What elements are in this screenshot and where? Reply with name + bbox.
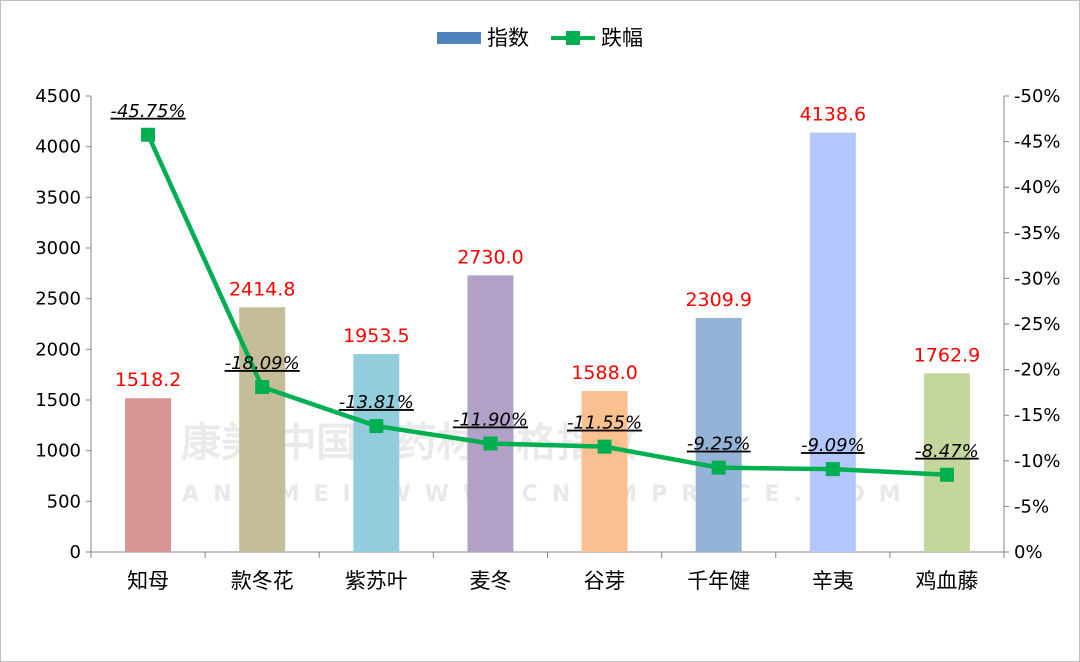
legend-swatch-bar — [437, 32, 481, 44]
bar — [125, 398, 172, 552]
bar-value-label: 1953.5 — [343, 325, 409, 347]
bar — [467, 275, 514, 552]
y-right-tick-label: -30% — [1014, 268, 1061, 289]
y-right-tick-label: 0% — [1014, 542, 1043, 563]
y-right-tick-label: -35% — [1014, 223, 1061, 244]
line-point — [141, 127, 156, 142]
bar-value-label: 1762.9 — [914, 344, 980, 366]
line-point — [711, 460, 726, 475]
line-value-label: -11.55% — [567, 413, 642, 434]
y-left-tick-label: 3000 — [35, 238, 81, 259]
y-left-tick-label: 500 — [47, 491, 81, 512]
legend-label-bar: 指数 — [487, 26, 529, 50]
y-left-tick-label: 4500 — [35, 86, 81, 107]
line-point — [369, 419, 384, 434]
line-value-label: -13.81% — [339, 392, 414, 413]
bar — [695, 317, 742, 552]
bar-value-label: 1518.2 — [115, 369, 181, 391]
bar — [581, 391, 628, 552]
bar-value-label: 2414.8 — [229, 278, 295, 300]
line-series — [141, 127, 954, 482]
y-left-tick-label: 0 — [70, 542, 81, 563]
x-tick-label: 辛夷 — [812, 569, 854, 593]
legend: 指数 跌幅 — [437, 26, 643, 50]
line-point — [255, 380, 270, 395]
bar-value-label: 2309.9 — [685, 289, 751, 311]
bar-series — [125, 132, 970, 552]
bar — [809, 132, 856, 552]
line-path — [146, 133, 948, 478]
y-right-tick-label: -10% — [1014, 451, 1061, 472]
line-point — [825, 462, 840, 477]
x-tick-label: 款冬花 — [231, 569, 294, 593]
y-right-tick-label: -15% — [1014, 405, 1061, 426]
line-value-label: -9.09% — [801, 435, 865, 456]
bar-value-label: 2730.0 — [457, 246, 523, 268]
line-value-label: -45.75% — [110, 101, 185, 122]
bar-value-label: 4138.6 — [800, 104, 866, 126]
bar — [239, 307, 286, 552]
x-tick-label: 麦冬 — [469, 569, 511, 593]
y-right-tick-label: -5% — [1014, 496, 1049, 517]
x-tick-label: 千年健 — [687, 569, 750, 593]
line-value-label: -8.47% — [915, 441, 979, 462]
y-right-tick-label: -25% — [1014, 314, 1061, 335]
line-value-label: -11.90% — [453, 409, 528, 430]
line-value-label: -18.09% — [225, 353, 300, 374]
y-left-tick-label: 4000 — [35, 137, 81, 158]
line-point — [939, 467, 954, 482]
y-right-tick-label: -50% — [1014, 86, 1061, 107]
x-tick-label: 紫苏叶 — [345, 569, 408, 593]
bar-value-label: 1588.0 — [571, 362, 637, 384]
legend-swatch-marker — [566, 31, 580, 45]
y-right-tick-label: -40% — [1014, 177, 1061, 198]
x-tick-label: 知母 — [127, 569, 169, 593]
line-point — [597, 439, 612, 454]
bar — [353, 354, 400, 552]
y-left-tick-label: 2500 — [35, 289, 81, 310]
y-left-tick-label: 1500 — [35, 390, 81, 411]
line-value-label: -9.25% — [687, 434, 751, 455]
axes: 0 500 1000 1500 2000 2500 3000 3500 4000 4500 0% -5… — [35, 86, 1060, 593]
y-left-tick-label: 1000 — [35, 441, 81, 462]
y-left-tick-label: 2000 — [35, 339, 81, 360]
bar — [923, 373, 970, 552]
legend-label-line: 跌幅 — [601, 26, 643, 50]
y-right-tick-label: -45% — [1014, 132, 1061, 153]
data-labels: 1518.2 2414.8 1953.5 2730.0 1588.0 2309.9 4138… — [110, 101, 980, 462]
x-tick-label: 鸡血藤 — [915, 569, 978, 593]
y-right-tick-label: -20% — [1014, 360, 1061, 381]
x-tick-label: 谷芽 — [584, 569, 626, 593]
line-point — [483, 436, 498, 451]
y-left-tick-label: 3500 — [35, 187, 81, 208]
